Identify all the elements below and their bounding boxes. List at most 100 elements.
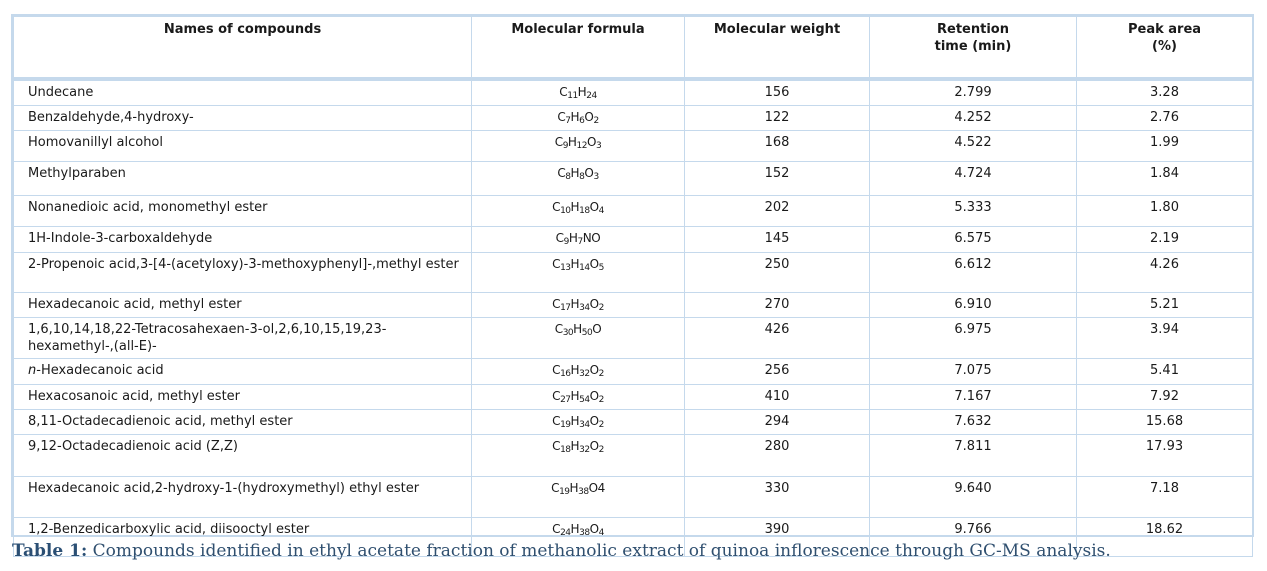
- compound-name: 1,6,10,14,18,22-Tetracosahexaen-3-ol,2,6…: [13, 317, 472, 359]
- table-row: Hexadecanoic acid,2-hydroxy-1-(hydroxyme…: [13, 476, 1253, 518]
- compounds-table-frame: Names of compounds Molecular formula Mol…: [11, 14, 1254, 557]
- compound-name: Homovanillyl alcohol: [13, 130, 472, 162]
- table-row: n-Hexadecanoic acid C16H32O2 256 7.075 5.41: [13, 358, 1253, 385]
- compound-name: n-Hexadecanoic acid: [13, 358, 472, 385]
- table-row: Hexacosanoic acid, methyl ester C27H54O2 4…: [13, 384, 1253, 410]
- compound-name: Hexacosanoic acid, methyl ester: [13, 384, 472, 410]
- retention-time: 7.811: [869, 434, 1077, 477]
- retention-time: 4.724: [869, 161, 1077, 196]
- molecular-weight: 156: [684, 78, 870, 106]
- molecular-weight: 294: [684, 409, 870, 435]
- table-row: Methylparaben C8H8O3 152 4.724 1.84: [13, 161, 1253, 196]
- peak-area: 2.76: [1076, 105, 1253, 131]
- header-weight: Molecular weight: [684, 16, 870, 81]
- molecular-weight: 410: [684, 384, 870, 410]
- retention-time: 7.632: [869, 409, 1077, 435]
- peak-area: 17.93: [1076, 434, 1253, 477]
- peak-area: 1.84: [1076, 161, 1253, 196]
- molecular-formula: C7H6O2: [471, 105, 685, 131]
- peak-area: 7.18: [1076, 476, 1253, 518]
- caption-text: Compounds identified in ethyl acetate fr…: [87, 541, 1111, 561]
- compounds-table: Names of compounds Molecular formula Mol…: [13, 16, 1253, 557]
- caption-label: Table 1:: [12, 541, 88, 561]
- molecular-formula: C19H34O2: [471, 409, 685, 435]
- table-row: 1,2-Benzedicarboxylic acid, diisooctyl e…: [13, 517, 1253, 557]
- header-retention: Retention time (min): [869, 16, 1077, 81]
- table-row: 1,6,10,14,18,22-Tetracosahexaen-3-ol,2,6…: [13, 317, 1253, 359]
- table-row: Hexadecanoic acid, methyl ester C17H34O2 2…: [13, 292, 1253, 318]
- molecular-formula: C11H24: [471, 78, 685, 106]
- compound-name: 9,12-Octadecadienoic acid (Z,Z): [13, 434, 472, 477]
- molecular-formula: C8H8O3: [471, 161, 685, 196]
- retention-time: 6.575: [869, 226, 1077, 253]
- table-row: 8,11-Octadecadienoic acid, methyl ester C…: [13, 409, 1253, 435]
- header-formula: Molecular formula: [471, 16, 685, 81]
- molecular-weight: 280: [684, 434, 870, 477]
- retention-time: 9.640: [869, 476, 1077, 518]
- retention-time: 6.612: [869, 252, 1077, 293]
- peak-area: 15.68: [1076, 409, 1253, 435]
- molecular-formula: C18H32O2: [471, 434, 685, 477]
- peak-area: 18.62: [1076, 517, 1253, 557]
- peak-area: 1.99: [1076, 130, 1253, 162]
- peak-area: 4.26: [1076, 252, 1253, 293]
- compound-name: 1H-Indole-3-carboxaldehyde: [13, 226, 472, 253]
- molecular-formula: C10H18O4: [471, 195, 685, 227]
- peak-area: 3.28: [1076, 78, 1253, 106]
- molecular-weight: 122: [684, 105, 870, 131]
- compound-name: Methylparaben: [13, 161, 472, 196]
- table-row: 1H-Indole-3-carboxaldehyde C9H7NO 145 6.575…: [13, 226, 1253, 253]
- peak-area: 5.21: [1076, 292, 1253, 318]
- molecular-weight: 152: [684, 161, 870, 196]
- molecular-formula: C19H38O4: [471, 476, 685, 518]
- retention-time: 4.252: [869, 105, 1077, 131]
- retention-time: 5.333: [869, 195, 1077, 227]
- molecular-formula: C9H7NO: [471, 226, 685, 253]
- retention-time: 7.167: [869, 384, 1077, 410]
- peak-area: 3.94: [1076, 317, 1253, 359]
- retention-time: 6.910: [869, 292, 1077, 318]
- retention-time: 9.766: [869, 517, 1077, 557]
- molecular-formula: C13H14O5: [471, 252, 685, 293]
- compound-name: 2-Propenoic acid,3-[4-(acetyloxy)-3-meth…: [13, 252, 472, 293]
- table-caption: Table 1: Compounds identified in ethyl a…: [12, 541, 1111, 561]
- molecular-formula: C17H34O2: [471, 292, 685, 318]
- peak-area: 7.92: [1076, 384, 1253, 410]
- peak-area: 2.19: [1076, 226, 1253, 253]
- compound-name: Benzaldehyde,4-hydroxy-: [13, 105, 472, 131]
- table-row: Homovanillyl alcohol C9H12O3 168 4.522 1.99: [13, 130, 1253, 162]
- molecular-formula: C16H32O2: [471, 358, 685, 385]
- table-row: 9,12-Octadecadienoic acid (Z,Z) C18H32O2 2…: [13, 434, 1253, 477]
- compound-name: 8,11-Octadecadienoic acid, methyl ester: [13, 409, 472, 435]
- molecular-weight: 390: [684, 517, 870, 557]
- header-row: Names of compounds Molecular formula Mol…: [13, 16, 1253, 81]
- compound-name: Hexadecanoic acid,2-hydroxy-1-(hydroxyme…: [13, 476, 472, 518]
- molecular-weight: 426: [684, 317, 870, 359]
- header-names: Names of compounds: [13, 16, 472, 81]
- molecular-formula: C30H50O: [471, 317, 685, 359]
- table-row: 2-Propenoic acid,3-[4-(acetyloxy)-3-meth…: [13, 252, 1253, 293]
- table-row: Undecane C11H24 156 2.799 3.28: [13, 78, 1253, 106]
- molecular-weight: 330: [684, 476, 870, 518]
- compound-name: 1,2-Benzedicarboxylic acid, diisooctyl e…: [13, 517, 472, 557]
- table-row: Nonanedioic acid, monomethyl ester C10H18…: [13, 195, 1253, 227]
- compound-name: Nonanedioic acid, monomethyl ester: [13, 195, 472, 227]
- molecular-weight: 250: [684, 252, 870, 293]
- molecular-weight: 256: [684, 358, 870, 385]
- compound-name: Hexadecanoic acid, methyl ester: [13, 292, 472, 318]
- molecular-formula: C9H12O3: [471, 130, 685, 162]
- compound-name: Undecane: [13, 78, 472, 106]
- retention-time: 4.522: [869, 130, 1077, 162]
- peak-area: 1.80: [1076, 195, 1253, 227]
- molecular-weight: 145: [684, 226, 870, 253]
- peak-area: 5.41: [1076, 358, 1253, 385]
- header-peak-area: Peak area (%): [1076, 16, 1253, 81]
- retention-time: 7.075: [869, 358, 1077, 385]
- molecular-formula: C24H38O4: [471, 517, 685, 557]
- molecular-formula: C27H54O2: [471, 384, 685, 410]
- molecular-weight: 270: [684, 292, 870, 318]
- retention-time: 6.975: [869, 317, 1077, 359]
- retention-time: 2.799: [869, 78, 1077, 106]
- molecular-weight: 202: [684, 195, 870, 227]
- molecular-weight: 168: [684, 130, 870, 162]
